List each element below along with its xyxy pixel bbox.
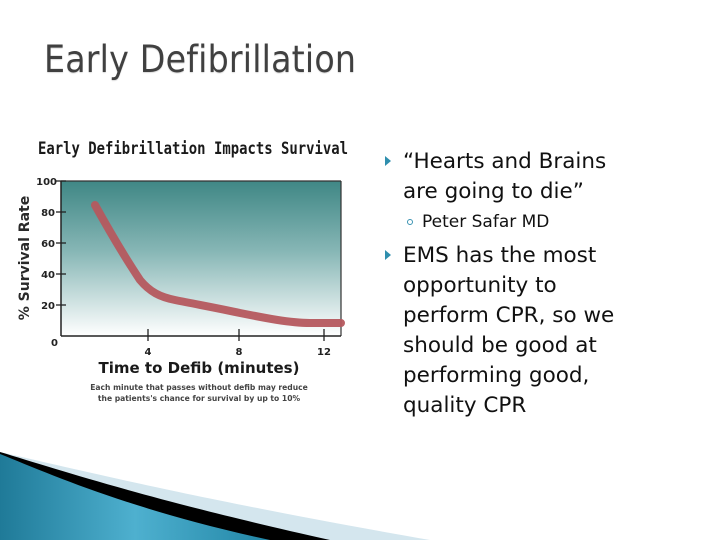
x-tick-label: 12 (317, 347, 331, 358)
bullet-text-line: perform CPR, so we (403, 303, 615, 328)
y-ticks (56, 180, 66, 306)
y-axis-label: % Survival Rate (17, 196, 33, 320)
bullet-text-line: performing good, (403, 363, 590, 388)
survival-chart-figure: Early Defibrillation Impacts Survival 10… (0, 120, 360, 420)
y-tick-label: 80 (41, 208, 55, 219)
bullet-item-quote: “Hearts and Brains are going to die” (380, 147, 700, 207)
chart-caption-line1: Each minute that passes without defib ma… (90, 383, 308, 392)
y-tick-label: 40 (41, 270, 55, 281)
survival-curve (91, 201, 345, 327)
bullet-text-line: opportunity to (403, 273, 557, 298)
bullet-item-ems: EMS has the most opportunity to perform … (380, 241, 700, 421)
slide-title: Early Defibrillation (44, 38, 357, 81)
bullet-list: “Hearts and Brains are going to die” Pet… (380, 147, 700, 421)
x-tick-label: 4 (145, 347, 152, 358)
x-axis-label: Time to Defib (minutes) (99, 359, 300, 377)
y-tick-label: 20 (41, 301, 55, 312)
triangle-bullet-icon (385, 156, 391, 166)
chart-caption-line2: the patients's chance for survival by up… (98, 394, 301, 403)
bullet-text-line: are going to die” (403, 179, 584, 204)
bullet-text-line: “Hearts and Brains (403, 149, 607, 174)
bullet-text-line: quality CPR (403, 393, 527, 418)
y-tick-label: 100 (36, 177, 57, 188)
bullet-text-line: should be good at (403, 333, 597, 358)
plot-area (61, 181, 341, 336)
circle-bullet-icon (407, 219, 413, 225)
x-ticks (147, 329, 325, 341)
bullet-text-line: EMS has the most (403, 243, 597, 268)
x-tick-label: 8 (236, 347, 243, 358)
y-tick-label: 0 (51, 338, 58, 349)
y-tick-label: 60 (41, 239, 55, 250)
triangle-bullet-icon (385, 250, 391, 260)
decorative-swoosh (0, 452, 430, 540)
chart-title: Early Defibrillation Impacts Survival (38, 139, 348, 159)
sub-bullet-text: Peter Safar MD (422, 212, 550, 232)
sub-bullet-item-author: Peter Safar MD (380, 209, 700, 235)
